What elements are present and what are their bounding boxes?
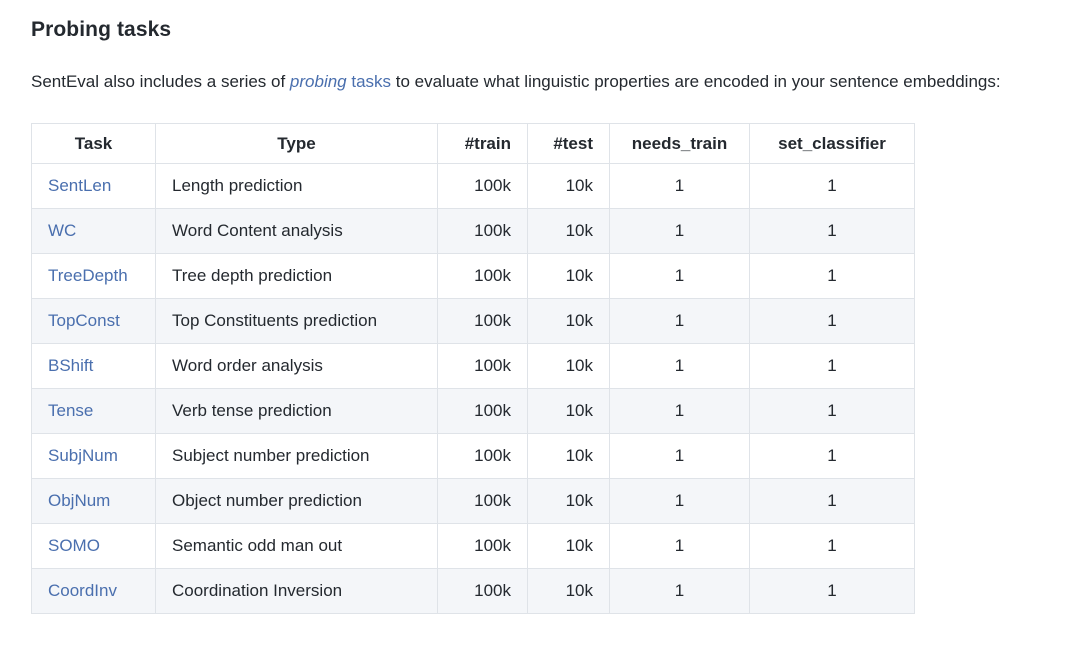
- cell-type: Coordination Inversion: [155, 568, 438, 614]
- cell-needs-train: 1: [609, 478, 750, 524]
- probing-tasks-link[interactable]: probing tasks: [290, 72, 391, 91]
- cell-set-classifier: 1: [749, 568, 915, 614]
- cell-train: 100k: [437, 388, 528, 434]
- cell-needs-train: 1: [609, 388, 750, 434]
- probing-link-regular-part: tasks: [346, 72, 392, 91]
- table-row: BShift Word order analysis 100k 10k 1 1: [31, 343, 915, 389]
- cell-train: 100k: [437, 298, 528, 344]
- cell-needs-train: 1: [609, 298, 750, 344]
- cell-set-classifier: 1: [749, 343, 915, 389]
- section-heading: Probing tasks: [31, 18, 172, 41]
- cell-type: Top Constituents prediction: [155, 298, 438, 344]
- cell-type: Word order analysis: [155, 343, 438, 389]
- cell-task: Tense: [31, 388, 156, 434]
- cell-task: SentLen: [31, 163, 156, 209]
- column-header-set-classifier: set_classifier: [749, 123, 915, 164]
- cell-task: WC: [31, 208, 156, 254]
- cell-task: ObjNum: [31, 478, 156, 524]
- cell-type: Subject number prediction: [155, 433, 438, 479]
- cell-task: SOMO: [31, 523, 156, 569]
- task-link-somo[interactable]: SOMO: [48, 536, 100, 555]
- column-header-test: #test: [527, 123, 610, 164]
- cell-needs-train: 1: [609, 568, 750, 614]
- cell-needs-train: 1: [609, 523, 750, 569]
- cell-type: Object number prediction: [155, 478, 438, 524]
- task-link-coordinv[interactable]: CoordInv: [48, 581, 117, 600]
- cell-test: 10k: [527, 163, 610, 209]
- task-link-topconst[interactable]: TopConst: [48, 311, 120, 330]
- cell-train: 100k: [437, 478, 528, 524]
- cell-task: TreeDepth: [31, 253, 156, 299]
- intro-text-after: to evaluate what linguistic properties a…: [391, 72, 1001, 91]
- task-link-treedepth[interactable]: TreeDepth: [48, 266, 128, 285]
- table-row: SOMO Semantic odd man out 100k 10k 1 1: [31, 523, 915, 569]
- readme-content: Probing tasks SentEval also includes a s…: [31, 18, 1050, 614]
- cell-type: Tree depth prediction: [155, 253, 438, 299]
- cell-test: 10k: [527, 568, 610, 614]
- cell-train: 100k: [437, 163, 528, 209]
- cell-type: Word Content analysis: [155, 208, 438, 254]
- column-header-train: #train: [437, 123, 528, 164]
- cell-type: Length prediction: [155, 163, 438, 209]
- cell-test: 10k: [527, 388, 610, 434]
- cell-needs-train: 1: [609, 208, 750, 254]
- cell-set-classifier: 1: [749, 298, 915, 344]
- cell-test: 10k: [527, 253, 610, 299]
- cell-set-classifier: 1: [749, 253, 915, 299]
- table-row: TreeDepth Tree depth prediction 100k 10k 1 1: [31, 253, 915, 299]
- cell-test: 10k: [527, 208, 610, 254]
- column-header-type: Type: [155, 123, 438, 164]
- column-header-task: Task: [31, 123, 156, 164]
- cell-task: SubjNum: [31, 433, 156, 479]
- cell-needs-train: 1: [609, 343, 750, 389]
- cell-set-classifier: 1: [749, 523, 915, 569]
- probing-link-italic-part: probing: [289, 72, 347, 91]
- table-row: Tense Verb tense prediction 100k 10k 1 1: [31, 388, 915, 434]
- cell-task: CoordInv: [31, 568, 156, 614]
- probing-tasks-table: Task Type #train #test needs_train set_c…: [31, 123, 915, 614]
- table-row: WC Word Content analysis 100k 10k 1 1: [31, 208, 915, 254]
- cell-test: 10k: [527, 298, 610, 344]
- cell-needs-train: 1: [609, 433, 750, 479]
- cell-task: BShift: [31, 343, 156, 389]
- intro-paragraph: SentEval also includes a series of probi…: [31, 66, 1050, 97]
- task-link-bshift[interactable]: BShift: [48, 356, 94, 375]
- table-row: SubjNum Subject number prediction 100k 10k 1…: [31, 433, 915, 479]
- cell-type: Verb tense prediction: [155, 388, 438, 434]
- task-link-subjnum[interactable]: SubjNum: [48, 446, 118, 465]
- cell-needs-train: 1: [609, 163, 750, 209]
- header-row: Task Type #train #test needs_train set_c…: [31, 123, 915, 164]
- cell-train: 100k: [437, 208, 528, 254]
- cell-test: 10k: [527, 433, 610, 479]
- task-link-tense[interactable]: Tense: [48, 401, 94, 420]
- task-link-sentlen[interactable]: SentLen: [48, 176, 112, 195]
- table-row: ObjNum Object number prediction 100k 10k 1 1: [31, 478, 915, 524]
- column-header-needs-train: needs_train: [609, 123, 750, 164]
- table-row: CoordInv Coordination Inversion 100k 10k 1 1: [31, 568, 915, 614]
- task-link-objnum[interactable]: ObjNum: [48, 491, 111, 510]
- table-row: TopConst Top Constituents prediction 100k 1…: [31, 298, 915, 344]
- cell-set-classifier: 1: [749, 208, 915, 254]
- cell-needs-train: 1: [609, 253, 750, 299]
- cell-task: TopConst: [31, 298, 156, 344]
- cell-train: 100k: [437, 523, 528, 569]
- cell-set-classifier: 1: [749, 163, 915, 209]
- cell-test: 10k: [527, 478, 610, 524]
- table-row: SentLen Length prediction 100k 10k 1 1: [31, 163, 915, 209]
- cell-test: 10k: [527, 523, 610, 569]
- cell-set-classifier: 1: [749, 433, 915, 479]
- cell-set-classifier: 1: [749, 388, 915, 434]
- intro-text-before: SentEval also includes a series of: [31, 72, 290, 91]
- cell-train: 100k: [437, 253, 528, 299]
- cell-train: 100k: [437, 433, 528, 479]
- table-header: Task Type #train #test needs_train set_c…: [31, 123, 915, 164]
- cell-set-classifier: 1: [749, 478, 915, 524]
- cell-type: Semantic odd man out: [155, 523, 438, 569]
- cell-train: 100k: [437, 343, 528, 389]
- cell-test: 10k: [527, 343, 610, 389]
- task-link-wc[interactable]: WC: [48, 221, 77, 240]
- table-body: SentLen Length prediction 100k 10k 1 1 WC Word …: [31, 163, 915, 614]
- cell-train: 100k: [437, 568, 528, 614]
